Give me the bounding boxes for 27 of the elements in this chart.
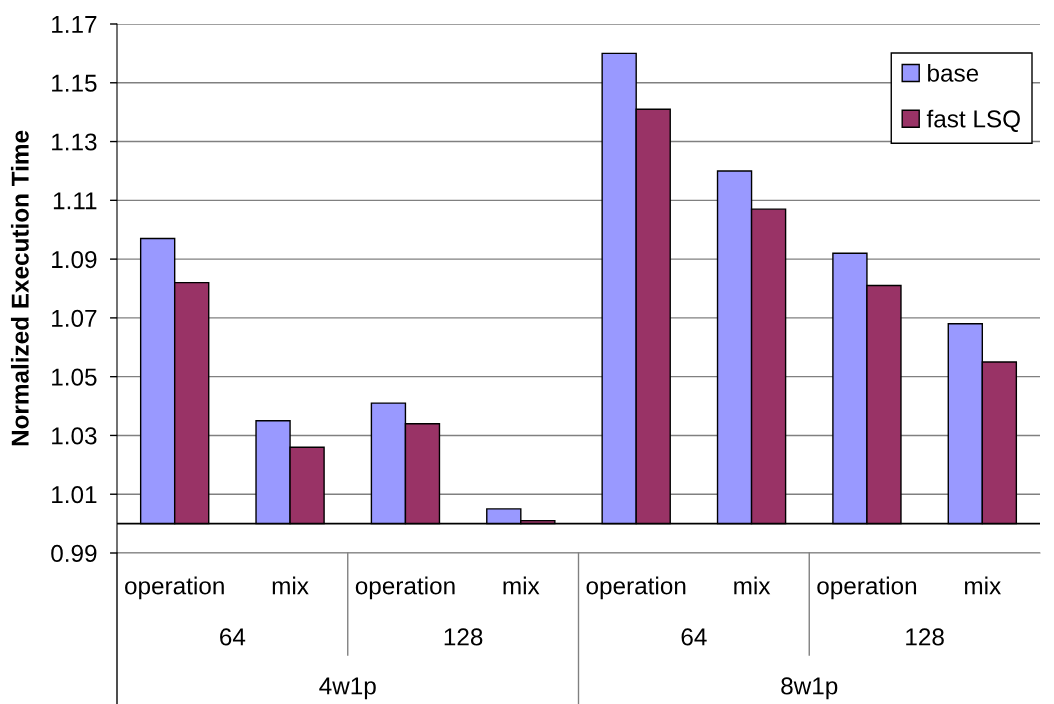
x-tick-label: mix bbox=[503, 576, 540, 595]
legend-label: base bbox=[928, 63, 979, 82]
x-tick-label: mix bbox=[734, 576, 771, 595]
y-tick-label: 1.03 bbox=[52, 427, 97, 445]
legend-label: fast LSQ bbox=[926, 109, 1020, 132]
text: 4w1p bbox=[319, 677, 376, 700]
y-tick-label: 1.09 bbox=[52, 250, 97, 269]
x-tick-label: mix bbox=[272, 576, 309, 595]
y-axis-title: Normalized Execution Time bbox=[10, 130, 29, 446]
y-tick-label: 1.01 bbox=[52, 486, 97, 504]
text: 128 bbox=[906, 628, 944, 646]
y-tick-label: 1.13 bbox=[52, 133, 97, 151]
text: 64 bbox=[220, 628, 246, 646]
text: 128 bbox=[444, 628, 483, 646]
y-tick-label: 1.05 bbox=[52, 368, 97, 386]
y-tick-label: 0.99 bbox=[51, 544, 97, 563]
y-tick-label: 1.17 bbox=[52, 16, 97, 33]
y-tick-label: 1.15 bbox=[52, 74, 97, 92]
x-tick-label: operation bbox=[355, 576, 455, 600]
x-tick-label: operation bbox=[125, 576, 224, 600]
text: 8w1p bbox=[781, 677, 838, 700]
x-tick-label: operation bbox=[817, 576, 917, 600]
x-tick-label: mix bbox=[965, 576, 1001, 595]
y-tick-label: 1.07 bbox=[52, 309, 97, 327]
x-tick-label: operation bbox=[586, 576, 686, 600]
y-tick-label: 1.11 bbox=[53, 192, 97, 210]
text: 64 bbox=[681, 628, 707, 646]
